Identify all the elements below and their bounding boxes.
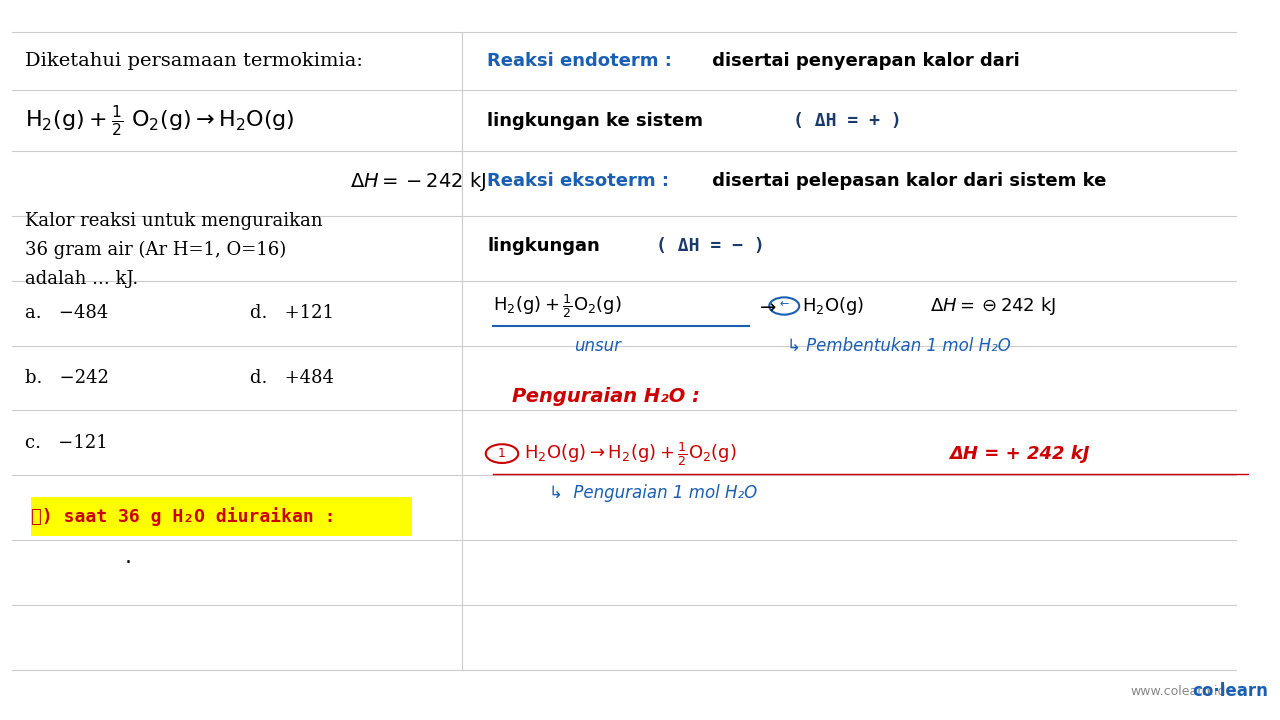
Text: 1: 1	[498, 447, 506, 460]
Text: $\mathrm{H_2(g) + \frac{1}{2}O_2(g)}$: $\mathrm{H_2(g) + \frac{1}{2}O_2(g)}$	[493, 292, 622, 320]
Text: c.   −121: c. −121	[26, 433, 108, 452]
Text: Reaksi endoterm :: Reaksi endoterm :	[486, 53, 672, 71]
Text: unsur: unsur	[575, 337, 621, 355]
Text: $\mathrm{H_2O(g) \rightarrow H_2(g) + \frac{1}{2}O_2(g)}$: $\mathrm{H_2O(g) \rightarrow H_2(g) + \f…	[525, 440, 737, 467]
Text: ( ΔH = − ): ( ΔH = − )	[655, 238, 764, 256]
Text: $\Delta H = \ominus 242\ \mathrm{kJ}$: $\Delta H = \ominus 242\ \mathrm{kJ}$	[931, 295, 1056, 317]
Text: ↳ Pembentukan 1 mol H₂O: ↳ Pembentukan 1 mol H₂O	[787, 337, 1011, 355]
Text: ·: ·	[125, 553, 132, 573]
Text: 36 gram air (Ar H=1, O=16): 36 gram air (Ar H=1, O=16)	[26, 240, 287, 259]
Text: Penguraian H₂O :: Penguraian H₂O :	[512, 387, 700, 405]
Text: Reaksi eksoterm :: Reaksi eksoterm :	[486, 173, 669, 191]
Text: ( ΔH = + ): ( ΔH = + )	[794, 112, 901, 130]
Text: lingkungan ke sistem: lingkungan ke sistem	[486, 112, 703, 130]
Text: co·learn: co·learn	[1193, 683, 1268, 700]
Text: d.   +484: d. +484	[250, 369, 334, 387]
Text: $\mathrm{H_2O(g)}$: $\mathrm{H_2O(g)}$	[801, 295, 864, 317]
Text: adalah ... kJ.: adalah ... kJ.	[26, 270, 138, 288]
Text: disertai pelepasan kalor dari sistem ke: disertai pelepasan kalor dari sistem ke	[705, 173, 1106, 191]
Text: ↳  Penguraian 1 mol H₂O: ↳ Penguraian 1 mol H₂O	[549, 485, 758, 503]
Text: $\mathrm{H_2(g) + \frac{1}{2}\ O_2(g) \rightarrow H_2O(g)}$: $\mathrm{H_2(g) + \frac{1}{2}\ O_2(g) \r…	[26, 104, 294, 138]
Text: ←: ←	[780, 300, 788, 310]
Text: ΔH = + 242 kJ: ΔH = + 242 kJ	[948, 444, 1089, 463]
Text: $\Delta H = -242\ \mathrm{kJ}$: $\Delta H = -242\ \mathrm{kJ}$	[349, 170, 486, 193]
Text: Diketahui persamaan termokimia:: Diketahui persamaan termokimia:	[26, 53, 362, 71]
Text: disertai penyerapan kalor dari: disertai penyerapan kalor dari	[705, 53, 1019, 71]
Text: www.colearn.id: www.colearn.id	[1130, 685, 1226, 698]
Text: b.   −242: b. −242	[26, 369, 109, 387]
Text: ①) saat 36 g H₂O diuraikan :: ①) saat 36 g H₂O diuraikan :	[31, 508, 335, 526]
Bar	[31, 497, 412, 536]
Text: Kalor reaksi untuk menguraikan: Kalor reaksi untuk menguraikan	[26, 212, 323, 230]
Text: lingkungan: lingkungan	[486, 238, 600, 256]
Text: a.   −484: a. −484	[26, 305, 109, 323]
Text: $\rightarrow$: $\rightarrow$	[755, 297, 777, 315]
Text: d.   +121: d. +121	[250, 305, 334, 323]
